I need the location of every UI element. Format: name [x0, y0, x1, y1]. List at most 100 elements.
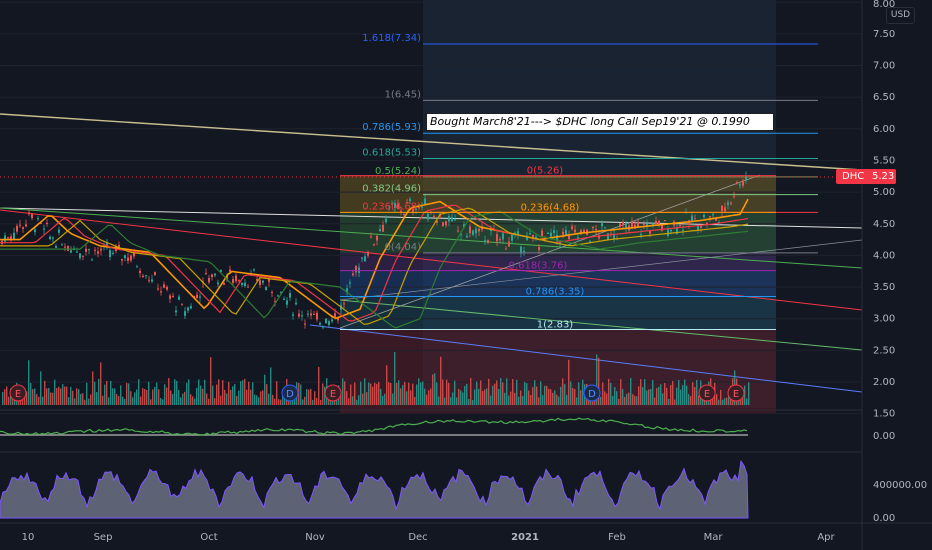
volume-bar — [478, 388, 480, 405]
volume-bar — [278, 399, 280, 405]
volume-bar — [526, 383, 528, 405]
candle-body — [187, 307, 189, 311]
dividend-marker[interactable] — [583, 384, 601, 402]
volume-bar — [662, 393, 664, 405]
volume-bar — [122, 396, 124, 405]
time-tick-label: Apr — [817, 532, 835, 543]
candle-body — [400, 210, 402, 213]
candle-body — [631, 221, 633, 228]
volume-bar — [358, 395, 360, 405]
volume-bar — [130, 391, 132, 405]
volume-bar — [194, 398, 196, 405]
volume-bar — [188, 379, 190, 405]
candle-body — [244, 282, 246, 287]
fib-level-label: 0.236(4.68) — [362, 201, 421, 212]
candle-body — [67, 245, 69, 251]
volume-bar — [628, 392, 630, 405]
volume-bar — [620, 379, 622, 405]
candle-body — [739, 184, 741, 186]
price-axis[interactable]: 1.50 2.00 2.50 3.00 3.50 4.00 4.50 5.00 5.50 6.00… — [873, 0, 895, 420]
candle-body — [148, 279, 150, 281]
volume-bar — [406, 391, 408, 405]
price-tick-label: 2.50 — [873, 345, 895, 356]
candle-body — [529, 233, 531, 235]
volume-bar — [570, 381, 572, 405]
volume-bar — [748, 382, 750, 405]
volume-bar — [402, 385, 404, 405]
volume-bar — [92, 371, 94, 405]
volume-bar — [210, 357, 212, 405]
candle-body — [703, 214, 705, 218]
volume-bar — [646, 390, 648, 405]
candle-body — [139, 270, 141, 274]
candle-body — [601, 223, 603, 227]
volume-bar — [426, 394, 428, 405]
volume-bar — [622, 388, 624, 405]
volume-bar — [76, 388, 78, 405]
volume-bar — [554, 390, 556, 405]
earnings-marker[interactable] — [324, 384, 342, 402]
volume-bar — [486, 388, 488, 405]
volume-bar — [270, 367, 272, 405]
candle-body — [517, 231, 519, 236]
candle-body — [592, 227, 594, 229]
price-tick-label: 6.50 — [873, 92, 895, 103]
volume-bar — [602, 382, 604, 405]
volume-bar — [686, 385, 688, 405]
earnings-marker-label: E — [733, 389, 739, 400]
volume-bar — [512, 379, 514, 405]
price-tick-label: 3.00 — [873, 314, 895, 325]
volume-bar — [698, 395, 700, 405]
volume-bar — [398, 380, 400, 405]
volume-bar — [228, 381, 230, 405]
candle-body — [301, 315, 303, 317]
volume-bar — [78, 389, 80, 405]
volume-bar — [640, 379, 642, 405]
volume-bar — [576, 397, 578, 405]
candle-body — [574, 229, 576, 233]
candle-body — [478, 228, 480, 232]
volume-bar — [490, 395, 492, 405]
candle-body — [70, 250, 72, 253]
candle-body — [265, 286, 267, 291]
earnings-marker[interactable] — [727, 384, 745, 402]
candle-body — [226, 275, 228, 280]
volume-bar — [138, 379, 140, 405]
candle-body — [619, 223, 621, 227]
candle-body — [532, 234, 534, 239]
earnings-marker-label: E — [330, 389, 336, 400]
volume-bar — [742, 396, 744, 405]
candle-body — [391, 203, 393, 205]
volume-bar — [458, 388, 460, 405]
volume-bar — [422, 381, 424, 405]
currency-label[interactable]: USD — [886, 7, 915, 24]
trade-annotation[interactable]: Bought March8'21---> $DHC long Call Sep1… — [426, 113, 774, 131]
candle-body — [316, 312, 318, 320]
candle-body — [577, 237, 579, 239]
volume-bar — [146, 389, 148, 405]
volume-bar — [184, 391, 186, 405]
volume-bar — [50, 392, 52, 405]
dividend-marker[interactable] — [281, 384, 299, 402]
candle-body — [178, 296, 180, 300]
price-tick-label: 7.00 — [873, 61, 895, 72]
volume-bar — [258, 397, 260, 405]
candle-body — [97, 251, 99, 254]
time-axis[interactable]: 10 Sep Oct Nov Dec 2021 Feb Mar Apr — [22, 532, 836, 543]
volume-bar — [168, 378, 170, 405]
volume-bar — [612, 395, 614, 405]
volume-bar — [634, 395, 636, 405]
candle-body — [190, 306, 192, 309]
volume-bar — [720, 389, 722, 405]
candle-body — [79, 253, 81, 259]
indicator-2-axis: 400000.00 0.00 — [873, 480, 927, 524]
earnings-marker[interactable] — [698, 384, 716, 402]
volume-bar — [440, 356, 442, 405]
earnings-marker-label: E — [704, 389, 710, 400]
candle-body — [34, 229, 36, 233]
volume-bar — [204, 379, 206, 405]
volume-bar — [404, 381, 406, 405]
earnings-marker[interactable] — [9, 384, 27, 402]
candle-body — [499, 239, 501, 241]
